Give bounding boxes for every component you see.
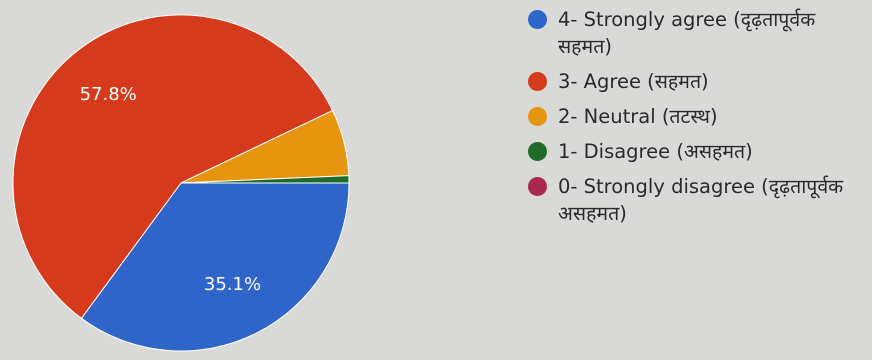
pie-slice-agree xyxy=(12,14,334,319)
pie-chart: 57.8% 35.1% xyxy=(12,14,350,352)
data-label-agree: 57.8% xyxy=(80,84,137,105)
legend-item-agree: 3- Agree (सहमत) xyxy=(528,68,872,95)
legend-swatch-disagree xyxy=(528,142,547,161)
legend-swatch-neutral xyxy=(528,107,547,126)
legend-swatch-strongly-disagree xyxy=(528,177,547,196)
pie-slice-disagree xyxy=(180,175,350,184)
legend-label-strongly-disagree: 0- Strongly disagree (दृढ़तापूर्वक असहमत… xyxy=(558,175,844,225)
legend-item-strongly-agree: 4- Strongly agree (दृढ़तापूर्वक सहमत) xyxy=(528,6,872,60)
legend-label-disagree: 1- Disagree (असहमत) xyxy=(558,140,753,163)
legend-swatch-strongly-agree xyxy=(528,10,547,29)
legend: 4- Strongly agree (दृढ़तापूर्वक सहमत) 3-… xyxy=(528,6,872,235)
legend-swatch-agree xyxy=(528,72,547,91)
legend-item-strongly-disagree: 0- Strongly disagree (दृढ़तापूर्वक असहमत… xyxy=(528,173,872,227)
legend-item-neutral: 2- Neutral (तटस्थ) xyxy=(528,103,872,130)
legend-label-neutral: 2- Neutral (तटस्थ) xyxy=(558,105,718,128)
data-label-strongly-agree: 35.1% xyxy=(204,274,261,295)
legend-label-strongly-agree: 4- Strongly agree (दृढ़तापूर्वक सहमत) xyxy=(558,8,816,58)
pie-slice-strongly-agree xyxy=(80,182,350,352)
legend-label-agree: 3- Agree (सहमत) xyxy=(558,70,709,93)
legend-item-disagree: 1- Disagree (असहमत) xyxy=(528,138,872,165)
